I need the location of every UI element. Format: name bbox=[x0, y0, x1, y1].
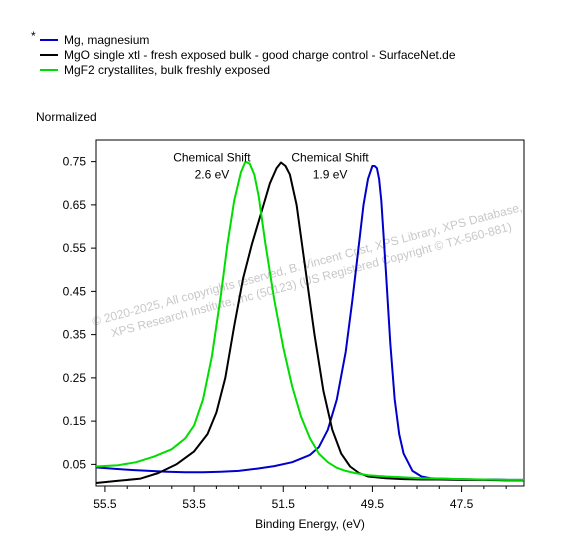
x-tick-label: 55.5 bbox=[93, 497, 117, 511]
annotation-line-2: 2.6 eV bbox=[195, 168, 230, 182]
watermark-line-2: XPS Research Institute, Inc (50123) (US … bbox=[109, 219, 513, 340]
x-tick-label: 49.5 bbox=[361, 497, 385, 511]
x-tick-label: 51.5 bbox=[272, 497, 296, 511]
x-axis-label: Binding Energy, (eV) bbox=[255, 517, 365, 531]
annotation-mg-shift: Chemical Shift 1.9 eV bbox=[291, 151, 369, 182]
annotation-line-1: Chemical Shift bbox=[291, 151, 369, 165]
y-tick-label: 0.15 bbox=[63, 414, 87, 428]
watermark-line-1: © 2020-2025, All copyrights reserved, B.… bbox=[91, 200, 524, 329]
y-ticks: 0.05 0.15 0.25 0.35 0.45 0.55 0.65 0.75 bbox=[63, 155, 96, 471]
y-tick-label: 0.55 bbox=[63, 241, 87, 255]
annotation-line-1: Chemical Shift bbox=[173, 151, 251, 165]
y-tick-label: 0.35 bbox=[63, 328, 87, 342]
legend: * Mg, magnesium MgO single xtl - fresh e… bbox=[31, 29, 456, 77]
y-tick-label: 0.05 bbox=[63, 457, 87, 471]
x-tick-label: 53.5 bbox=[182, 497, 206, 511]
annotation-mgf2-shift: Chemical Shift 2.6 eV bbox=[173, 151, 251, 182]
legend-label-mg: Mg, magnesium bbox=[64, 33, 149, 47]
series-lines bbox=[95, 160, 524, 484]
series-line-mgf2 bbox=[95, 160, 524, 481]
series-line-mgo bbox=[95, 161, 524, 484]
y-tick-label: 0.75 bbox=[63, 155, 87, 169]
x-ticks: 55.5 53.5 51.5 49.5 47.5 bbox=[93, 486, 507, 511]
y-tick-label: 0.25 bbox=[63, 371, 87, 385]
plot-area bbox=[95, 139, 525, 487]
legend-marker: * bbox=[31, 29, 36, 43]
y-tick-label: 0.45 bbox=[63, 284, 87, 298]
x-tick-label: 47.5 bbox=[450, 497, 474, 511]
watermark: © 2020-2025, All copyrights reserved, B.… bbox=[91, 200, 524, 340]
y-axis-label: Normalized bbox=[36, 110, 97, 124]
legend-label-mgo: MgO single xtl - fresh exposed bulk - go… bbox=[64, 48, 456, 62]
y-tick-label: 0.65 bbox=[63, 198, 87, 212]
legend-label-mgf2: MgF2 crystallites, bulk freshly exposed bbox=[64, 63, 270, 77]
annotation-line-2: 1.9 eV bbox=[313, 168, 348, 182]
